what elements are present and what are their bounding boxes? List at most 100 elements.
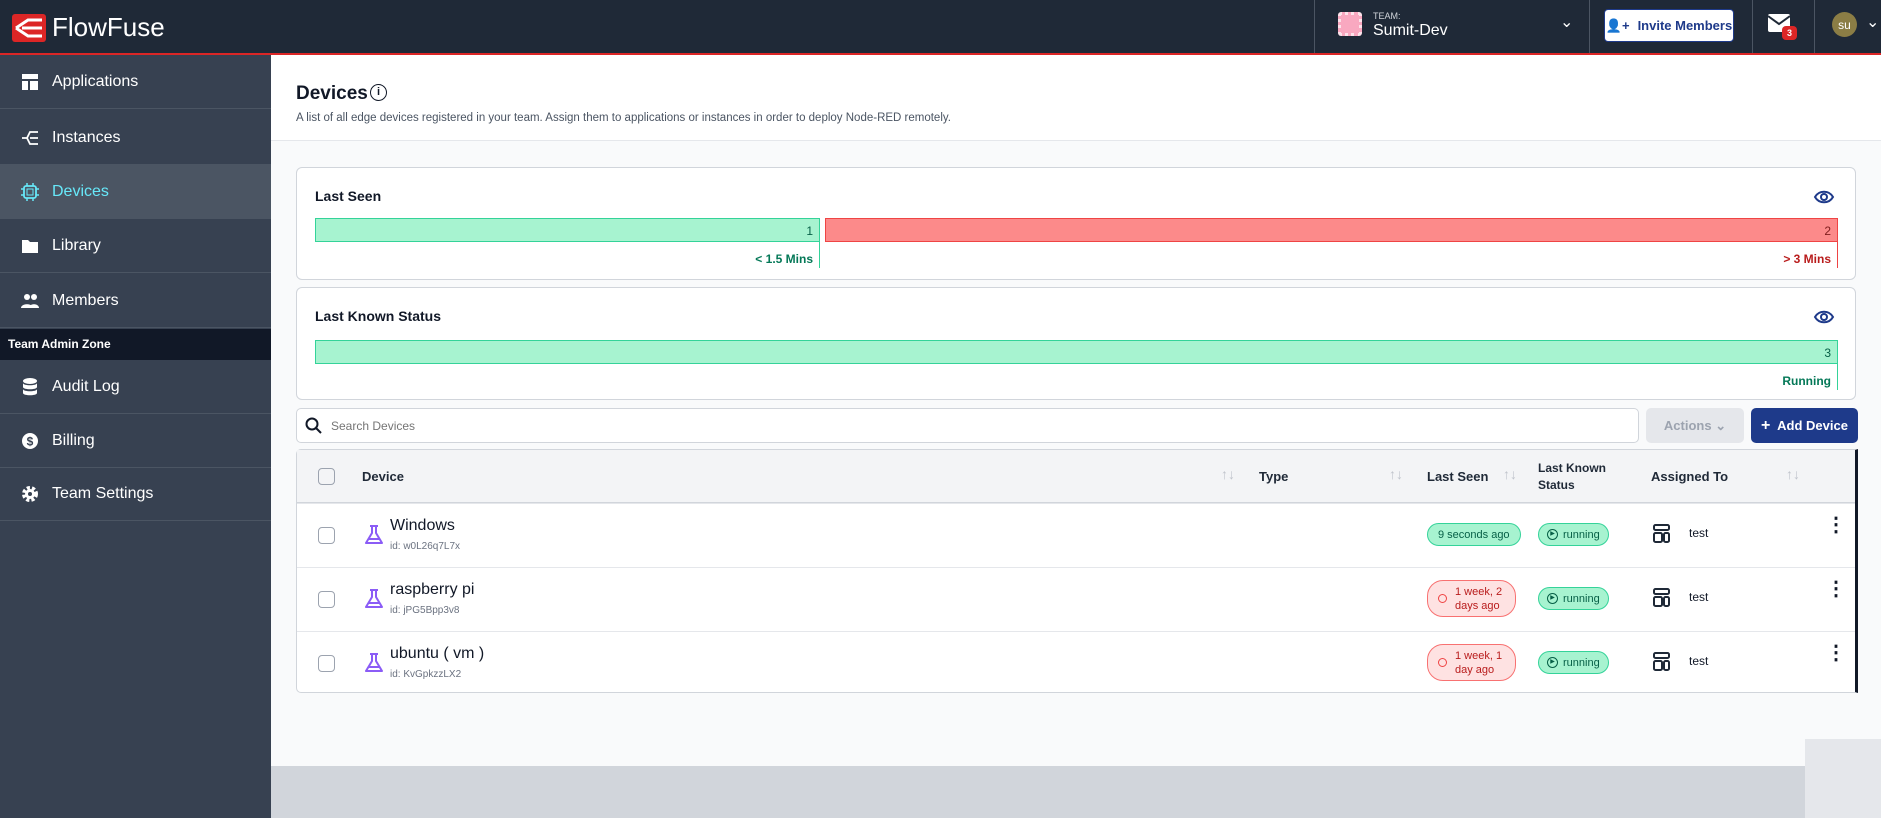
eye-icon[interactable] (1813, 306, 1835, 328)
last-seen-bar-stale[interactable]: 2 (825, 218, 1838, 242)
last-seen-bar-recent[interactable]: 1 (315, 218, 820, 242)
brand-name: FlowFuse (52, 12, 165, 42)
actions-label: Actions (1663, 417, 1712, 433)
sidebar-item-devices[interactable]: Devices (0, 165, 271, 219)
divider (1752, 0, 1753, 53)
top-header: FlowFuse TEAM: Sumit-Dev ⌄ 👤+ Invite Memb… (0, 0, 1881, 55)
flowfuse-logo-icon (12, 13, 46, 42)
sidebar-item-team-settings[interactable]: Team Settings (0, 467, 271, 521)
kebab-menu-icon[interactable]: ⋮ (1826, 514, 1846, 536)
last-seen-badge: 1 week, 1 day ago (1427, 644, 1516, 681)
last-seen-text: 9 seconds ago (1438, 528, 1510, 541)
row-checkbox[interactable] (318, 591, 335, 608)
user-plus-icon: 👤+ (1605, 17, 1630, 33)
status-text: running (1563, 528, 1600, 541)
team-admin-zone-label: Team Admin Zone (0, 329, 271, 360)
flask-icon (365, 589, 383, 608)
table-row[interactable]: ubuntu ( vm ) id: KvGpkzzLX2 1 week, 1 d… (297, 631, 1855, 695)
application-icon (1653, 652, 1670, 671)
search-field[interactable] (331, 415, 1621, 437)
search-devices-input[interactable] (296, 408, 1639, 443)
sidebar-item-billing[interactable]: $ Billing (0, 414, 271, 468)
logo[interactable]: FlowFuse (12, 12, 165, 43)
divider (1314, 0, 1315, 53)
add-device-label: Add Device (1777, 417, 1848, 433)
notification-badge: 3 (1782, 26, 1798, 40)
notifications-button[interactable]: 3 (1768, 14, 1808, 46)
device-name[interactable]: ubuntu ( vm ) (390, 645, 485, 662)
status-badge: ▶ running (1538, 523, 1609, 546)
chevron-down-icon: ⌄ (1560, 14, 1574, 31)
select-all-checkbox[interactable] (318, 468, 335, 485)
sidebar-item-label: Billing (52, 431, 95, 449)
chevron-down-icon[interactable]: ⌄ (1866, 14, 1880, 31)
team-label: TEAM: (1373, 11, 1401, 21)
device-id: id: KvGpkzzLX2 (390, 669, 462, 680)
actions-button[interactable]: Actions ⌄ (1646, 408, 1744, 443)
page-title: Devices (296, 83, 368, 104)
sidebar-item-instances[interactable]: Instances (0, 111, 271, 165)
row-checkbox[interactable] (318, 527, 335, 544)
last-seen-label-recent: < 1.5 Mins (315, 242, 820, 268)
devices-table: Device ↑↓ Type ↑↓ Last Seen ↑↓ Last Know… (296, 449, 1858, 693)
header-line: Last Known (1538, 461, 1606, 475)
play-circle-icon: ▶ (1547, 593, 1558, 604)
status-badge: ▶ running (1538, 651, 1609, 674)
flask-icon (365, 653, 383, 672)
gear-icon (22, 485, 38, 502)
user-avatar[interactable]: su (1832, 12, 1857, 37)
header-line: Status (1538, 478, 1575, 492)
column-header-assigned-to[interactable]: Assigned To (1651, 469, 1729, 484)
status-bar-running[interactable]: 3 (315, 340, 1838, 364)
sort-icon[interactable]: ↑↓ (1503, 466, 1517, 482)
assigned-to[interactable]: test (1689, 654, 1709, 668)
last-seen-badge: 9 seconds ago (1427, 523, 1521, 546)
sort-icon[interactable]: ↑↓ (1389, 466, 1403, 482)
sidebar-item-applications[interactable]: Applications (0, 55, 271, 109)
kebab-menu-icon[interactable]: ⋮ (1826, 578, 1846, 600)
device-id: id: w0L26q7L7x (390, 541, 461, 552)
device-name[interactable]: Windows (390, 517, 455, 534)
table-row[interactable]: Windows id: w0L26q7L7x 9 seconds ago ▶ ru… (297, 503, 1855, 567)
device-name[interactable]: raspberry pi (390, 581, 475, 598)
invite-members-button[interactable]: 👤+ Invite Members (1604, 9, 1734, 42)
instances-icon (22, 130, 38, 145)
sidebar-item-label: Library (52, 236, 101, 254)
sort-icon[interactable]: ↑↓ (1221, 466, 1235, 482)
team-avatar-icon (1338, 12, 1362, 36)
status-label-running: Running (315, 364, 1838, 390)
table-row[interactable]: raspberry pi id: jPG5Bpp3v8 1 week, 2 da… (297, 567, 1855, 631)
info-icon[interactable]: i (370, 84, 387, 101)
add-device-button[interactable]: + Add Device (1751, 408, 1858, 443)
chip-icon (21, 182, 39, 201)
kebab-menu-icon[interactable]: ⋮ (1826, 642, 1846, 664)
main-content: Devices i A list of all edge devices reg… (271, 55, 1881, 766)
sidebar-item-audit-log[interactable]: Audit Log (0, 360, 271, 414)
column-header-type[interactable]: Type (1259, 469, 1289, 484)
sidebar-item-label: Devices (52, 182, 109, 200)
application-icon (1653, 524, 1670, 543)
chevron-down-icon: ⌄ (1715, 417, 1727, 433)
search-icon (305, 417, 322, 434)
plus-icon: + (1761, 416, 1771, 434)
column-header-last-seen[interactable]: Last Seen (1427, 469, 1489, 484)
sidebar-item-library[interactable]: Library (0, 219, 271, 273)
sort-icon[interactable]: ↑↓ (1786, 466, 1800, 482)
status-text: running (1563, 656, 1600, 669)
assigned-to[interactable]: test (1689, 526, 1709, 540)
page-header: Devices i A list of all edge devices reg… (271, 55, 1881, 141)
column-header-device[interactable]: Device (362, 469, 404, 484)
sidebar-item-label: Applications (52, 72, 139, 90)
sidebar-item-members[interactable]: Members (0, 274, 271, 328)
sidebar-item-label: Instances (52, 128, 121, 146)
row-checkbox[interactable] (318, 655, 335, 672)
column-header-last-known-status: Last Known Status (1538, 460, 1606, 494)
play-circle-icon: ▶ (1547, 657, 1558, 668)
last-seen-text: 1 week, 1 day ago (1455, 649, 1503, 676)
eye-icon[interactable] (1813, 186, 1835, 208)
table-header: Device ↑↓ Type ↑↓ Last Seen ↑↓ Last Know… (297, 450, 1855, 503)
assigned-to[interactable]: test (1689, 590, 1709, 604)
page-description: A list of all edge devices registered in… (296, 112, 951, 124)
team-selector[interactable]: TEAM: Sumit-Dev ⌄ (1315, 0, 1589, 53)
status-badge: ▶ running (1538, 587, 1609, 610)
